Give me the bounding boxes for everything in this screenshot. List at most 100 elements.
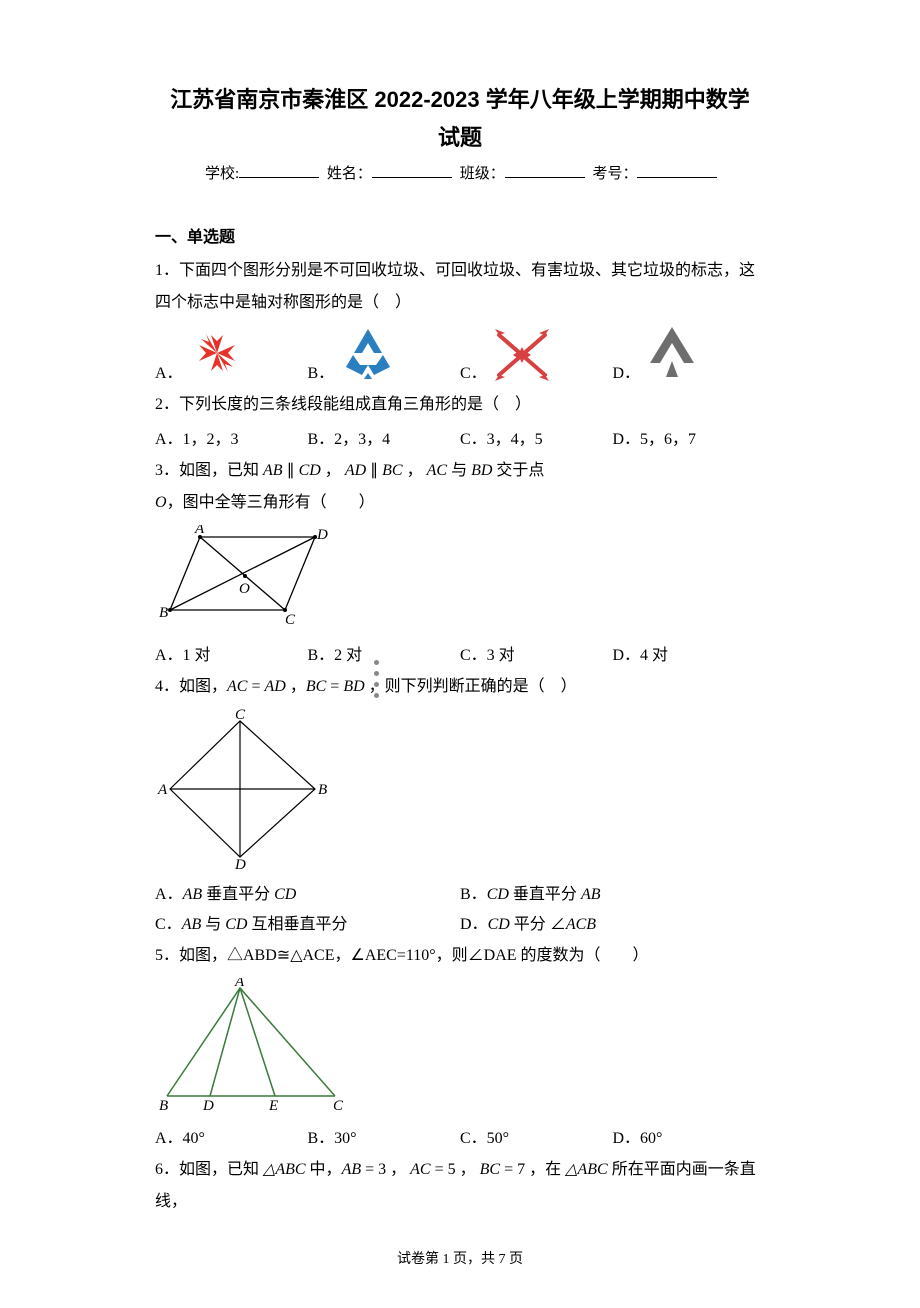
- q6-ab: AB: [342, 1161, 362, 1178]
- q1-opt-c-label: C．: [460, 359, 487, 383]
- q6-bc: BC: [480, 1161, 500, 1178]
- q2-stem: 2．下列长度的三条线段能组成直角三角形的是（ ）: [155, 389, 765, 421]
- doc-title-line2: 试题: [155, 120, 765, 152]
- q3-yu: 与: [447, 462, 471, 479]
- q3-m1: ，: [321, 462, 345, 479]
- svg-text:E: E: [268, 1098, 278, 1113]
- q4-ad: AD: [265, 678, 286, 695]
- q4-opt-a: A．AB 垂直平分 CD: [155, 880, 460, 904]
- q3-opt-a: A．1 对: [155, 641, 308, 665]
- q3-par1: ∥: [283, 462, 299, 479]
- q4-bd: BD: [343, 678, 364, 695]
- q5-opt-d: D．60°: [613, 1124, 766, 1148]
- q3-opt-c: C．3 对: [460, 641, 613, 665]
- q5-opt-a: A．40°: [155, 1124, 308, 1148]
- recyclable-icon: [338, 323, 398, 383]
- q3-m2: ，: [403, 462, 427, 479]
- svg-text:D: D: [202, 1098, 214, 1113]
- examno-label: 考号：: [592, 166, 637, 182]
- q6-pre: 6．如图，已知: [155, 1161, 263, 1178]
- svg-text:B: B: [318, 782, 327, 798]
- q6-stem: 6．如图，已知 △ABC 中，AB = 3 ， AC = 5 ， BC = 7 …: [155, 1154, 765, 1218]
- q5-opt-b: B．30°: [308, 1124, 461, 1148]
- q2-opt-b: B．2，3，4: [308, 425, 461, 449]
- q3-o: O: [155, 494, 167, 511]
- nonrecyclable-icon: [187, 323, 247, 383]
- q4-eq1: =: [247, 678, 264, 695]
- svg-text:D: D: [316, 527, 328, 543]
- q1-opt-a-label: A．: [155, 359, 183, 383]
- q4-ac: AC: [227, 678, 247, 695]
- svg-text:C: C: [285, 612, 296, 628]
- svg-text:A: A: [157, 782, 168, 798]
- school-label: 学校:: [205, 166, 239, 182]
- svg-text:A: A: [234, 978, 245, 990]
- other-waste-icon: [644, 323, 700, 383]
- student-info-line: 学校: 姓名： 班级： 考号：: [185, 162, 765, 183]
- q2-opt-c: C．3，4，5: [460, 425, 613, 449]
- q6-mid1: 中，: [306, 1161, 342, 1178]
- q1-opt-b: B．: [308, 323, 461, 383]
- doc-title-line1: 江苏省南京市秦淮区 2022-2023 学年八年级上学期期中数学: [155, 80, 765, 120]
- q3-tail: 交于点: [492, 462, 544, 479]
- q3-ab: AB: [263, 462, 283, 479]
- svg-text:C: C: [235, 709, 246, 723]
- section-1-header: 一、单选题: [155, 223, 765, 247]
- hazardous-icon: [491, 327, 553, 383]
- q4-end: ，则下列判断正确的是（ ）: [369, 678, 577, 695]
- q2-opt-d: D．5，6，7: [613, 425, 766, 449]
- q5-opt-c: C．50°: [460, 1124, 613, 1148]
- q6-mid2: ，在: [525, 1161, 565, 1178]
- q3-cd: CD: [299, 462, 321, 479]
- watermark-dots: [374, 660, 379, 704]
- q4-options-row1: A．AB 垂直平分 CD B．CD 垂直平分 AB: [155, 880, 765, 904]
- svg-text:D: D: [234, 857, 246, 869]
- page-footer: 试卷第 1 页，共 7 页: [155, 1248, 765, 1268]
- svg-text:C: C: [333, 1098, 344, 1113]
- svg-text:O: O: [239, 581, 250, 597]
- q4-opt-d: D．CD 平分 ∠ACB: [460, 910, 765, 934]
- q6-tri2: △ABC: [565, 1161, 608, 1178]
- q5-options: A．40° B．30° C．50° D．60°: [155, 1124, 765, 1148]
- q4-opt-c: C．AB 与 CD 互相垂直平分: [155, 910, 460, 934]
- q4-figure: A B C D: [155, 709, 765, 874]
- q6-s2: ，: [456, 1161, 480, 1178]
- q1-options: A． B．: [155, 323, 765, 383]
- q3-bd: BD: [471, 462, 492, 479]
- q4-eq2: =: [326, 678, 343, 695]
- name-label: 姓名：: [327, 166, 372, 182]
- q1-opt-a: A．: [155, 323, 308, 383]
- q3-opt-b: B．2 对: [308, 641, 461, 665]
- q3-ad: AD: [345, 462, 366, 479]
- svg-text:A: A: [194, 525, 205, 537]
- q3-figure: A D B C O: [155, 525, 765, 635]
- q3-opt-d: D．4 对: [613, 641, 766, 665]
- q2-options: A．1，2，3 B．2，3，4 C．3，4，5 D．5，6，7: [155, 425, 765, 449]
- q3-stem: 3．如图，已知 AB ∥ CD ， AD ∥ BC ， AC 与 BD 交于点 …: [155, 455, 765, 519]
- q6-s1: ，: [386, 1161, 410, 1178]
- q1-opt-c: C．: [460, 323, 613, 383]
- q1-opt-d: D．: [613, 323, 766, 383]
- q4-options-row2: C．AB 与 CD 互相垂直平分 D．CD 平分 ∠ACB: [155, 910, 765, 934]
- q4-sep1: ，: [286, 678, 306, 695]
- q2-opt-a: A．1，2，3: [155, 425, 308, 449]
- q1-opt-b-label: B．: [308, 359, 335, 383]
- q1-opt-d-label: D．: [613, 359, 641, 383]
- q6-tri1: △ABC: [263, 1161, 306, 1178]
- q3-end: ，图中全等三角形有（ ）: [167, 494, 375, 511]
- q6-ac: AC: [410, 1161, 430, 1178]
- q3-par2: ∥: [366, 462, 382, 479]
- q3-options: A．1 对 B．2 对 C．3 对 D．4 对: [155, 641, 765, 665]
- q5-figure: A B D E C: [155, 978, 765, 1118]
- svg-text:B: B: [159, 605, 168, 621]
- q6-acv: = 5: [431, 1161, 456, 1178]
- q6-bcv: = 7: [500, 1161, 525, 1178]
- q5-stem: 5．如图，△ABD≅△ACE，∠AEC=110°，则∠DAE 的度数为（ ）: [155, 940, 765, 972]
- q3-ac: AC: [427, 462, 447, 479]
- q1-stem: 1．下面四个图形分别是不可回收垃圾、可回收垃圾、有害垃圾、其它垃圾的标志，这四个…: [155, 255, 765, 319]
- q6-abv: = 3: [361, 1161, 386, 1178]
- q4-opt-b: B．CD 垂直平分 AB: [460, 880, 765, 904]
- class-label: 班级：: [460, 166, 505, 182]
- q3-bc: BC: [382, 462, 402, 479]
- q3-pre: 3．如图，已知: [155, 462, 263, 479]
